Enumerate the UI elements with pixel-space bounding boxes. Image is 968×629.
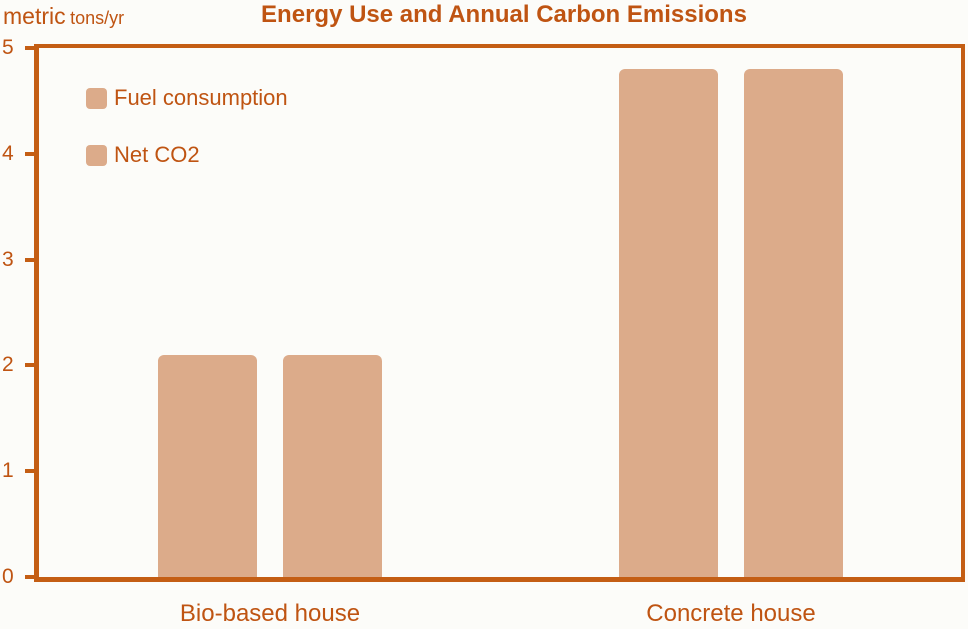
legend-swatch [86,144,107,166]
x-axis-category-label: Bio-based house [179,600,361,627]
legend-item: Fuel consumption [86,86,288,110]
y-axis-tick-label: 3 [2,248,14,271]
y-axis-tick-label: 1 [2,459,14,482]
y-axis-tick-label: 4 [2,142,14,165]
legend-swatch [86,87,107,109]
bar [283,355,382,577]
y-axis-tick [25,258,39,262]
y-axis-tick [25,469,39,473]
bar [158,355,257,577]
bar [619,69,718,577]
y-axis-tick [25,46,39,50]
y-axis-tick-label: 0 [2,565,14,588]
y-axis-units-label: metric tons/yr [3,3,124,30]
plot-area: Fuel consumption Net CO2 [34,44,965,582]
y-axis-tick [25,363,39,367]
legend-label: Fuel consumption [114,85,288,110]
y-axis-tick-label: 5 [2,36,14,59]
y-axis-tick [25,575,39,579]
units-primary: metric [3,3,66,29]
legend-label: Net CO2 [114,142,200,167]
legend: Fuel consumption Net CO2 [86,86,288,167]
bar [744,69,843,577]
legend-item: Net CO2 [86,143,288,167]
x-axis-category-label: Concrete house [646,600,816,627]
units-secondary: tons/yr [70,8,125,28]
chart-title: Energy Use and Annual Carbon Emissions [261,1,747,28]
y-axis-tick-label: 2 [2,353,14,376]
y-axis-tick [25,152,39,156]
